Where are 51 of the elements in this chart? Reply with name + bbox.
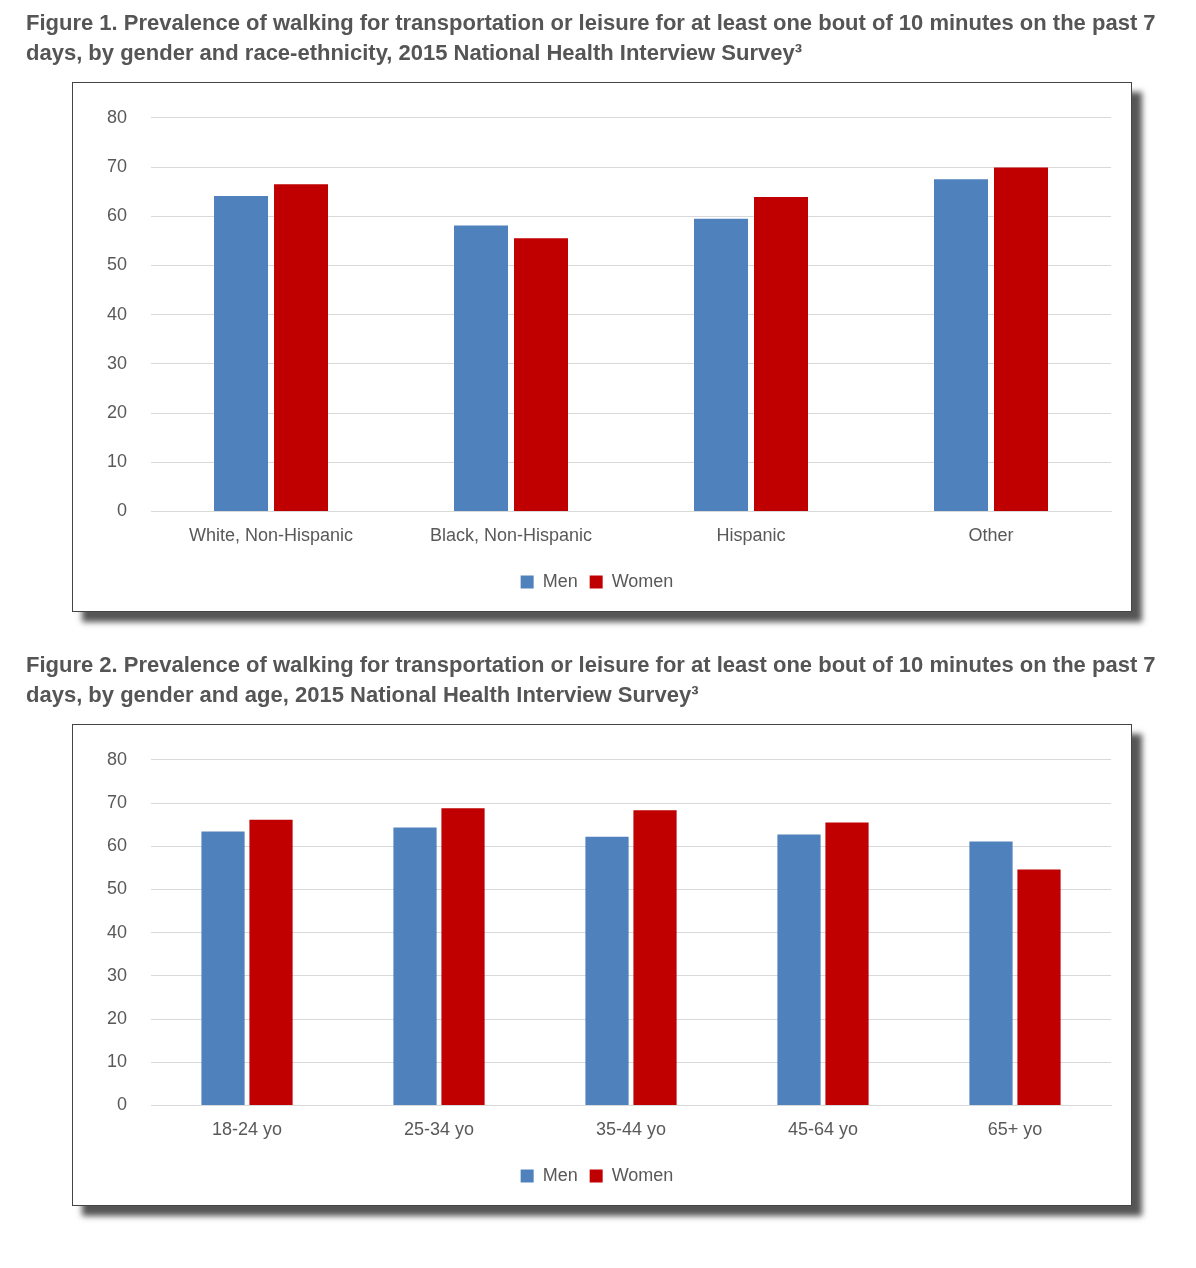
y-tick-label: 60 [106,205,128,226]
bar [441,808,485,1105]
bar [825,822,869,1105]
chart-title: Figure 2. Prevalence of walking for transportation or leisure for at least one bout of 10 minutes on the past 7 days, by gender and age, 2015 National Health Interview Survey³ [26,651,1157,709]
bar [777,834,821,1105]
x-tick-label: Black, Non-Hispanic [429,525,593,546]
y-tick-label: 80 [106,748,128,769]
bar [454,225,509,511]
y-tick-label: 20 [106,1007,128,1028]
y-tick-label: 40 [106,921,128,942]
bar [393,827,437,1105]
bar [249,819,293,1105]
x-tick-label: White, Non-Hispanic [188,525,354,546]
y-tick-label: 0 [117,500,128,521]
y-tick-label: 40 [106,303,128,324]
bar [514,238,569,511]
y-tick-label: 60 [106,835,128,856]
bar [274,184,329,511]
y-tick-label: 50 [106,878,128,899]
legend-label: Women [611,570,674,591]
x-tick-label: 45-64 yo [787,1119,859,1140]
bar [201,831,245,1105]
bar [994,167,1048,511]
bar [585,836,629,1105]
y-tick-label: 20 [106,401,128,422]
y-tick-label: 30 [106,964,128,985]
x-tick-label: 65+ yo [987,1119,1043,1140]
bar [934,179,988,511]
x-tick-label: 35-44 yo [595,1119,667,1140]
legend-label: Men [542,570,578,591]
bar [214,196,269,511]
y-tick-label: 30 [106,352,128,373]
x-tick-label: 18-24 yo [211,1119,283,1140]
legend-label: Men [542,1164,578,1185]
x-tick-label: Other [968,525,1014,546]
y-tick-label: 70 [106,155,128,176]
y-tick-label: 80 [106,106,128,127]
y-tick-label: 50 [106,254,128,275]
bar [969,841,1013,1105]
x-tick-label: 25-34 yo [403,1119,475,1140]
chart-title: Figure 1. Prevalence of walking for transportation or leisure for at least one bout of 10 minutes on the past 7 days, by gender and race-ethnicity, 2015 National Health Interview Survey³ [26,9,1157,67]
x-tick-label: Hispanic [716,525,786,546]
bar [694,218,749,511]
bar [754,197,809,511]
y-tick-label: 10 [106,451,128,472]
bar [1017,869,1061,1105]
bar [633,810,677,1105]
legend-label: Women [611,1164,674,1185]
y-tick-label: 70 [106,791,128,812]
y-tick-label: 10 [106,1051,128,1072]
y-tick-label: 0 [117,1094,128,1115]
